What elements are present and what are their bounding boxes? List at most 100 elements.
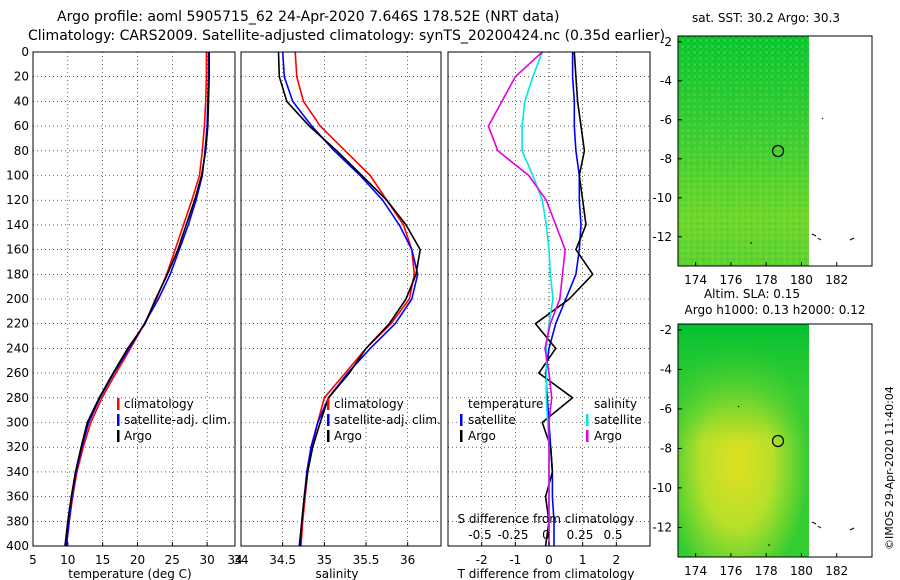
depth-tick-label: 360	[6, 490, 29, 504]
legend-t-argo-label: Argo	[468, 429, 496, 443]
sla-map-frame	[677, 323, 873, 558]
lon-tick-label: 182	[825, 273, 848, 287]
salinity-plot-frame	[240, 51, 442, 547]
temperature-series	[64, 52, 210, 547]
lat-tick-label: -8	[660, 152, 672, 166]
lon-tick-label: 176	[719, 564, 742, 578]
depth-tick-label: 140	[6, 218, 29, 232]
island-coastlines	[737, 405, 855, 546]
sst-map-frame	[677, 35, 873, 267]
sst-lat-ticks: -2 -4 -6 -8 -10 -12	[652, 35, 682, 244]
salinity-axis-label: salinity	[315, 567, 358, 580]
series-line-temperature-satellite	[544, 52, 582, 546]
depth-tick-label: 280	[6, 391, 29, 405]
lon-tick-label: 174	[684, 564, 707, 578]
salinity-panel: 34 34.5 35 35.5 36 salinity climatology sate…	[233, 51, 442, 580]
temperature-plot-frame	[32, 51, 236, 547]
sst-heatmap-texture	[678, 36, 809, 266]
x-tick-label: 5	[29, 553, 37, 567]
depth-tick-label: 20	[14, 70, 29, 84]
lat-tick-label: -12	[652, 520, 672, 534]
depth-tick-label: 340	[6, 465, 29, 479]
legend-argo-swatch	[327, 430, 330, 442]
salinity-grid	[241, 52, 441, 546]
lon-tick-label: 180	[790, 273, 813, 287]
lon-tick-label: 176	[719, 273, 742, 287]
legend-satellite-swatch	[117, 414, 120, 426]
depth-tick-label: 180	[6, 267, 29, 281]
temperature-axis-ticks: 5 10 15 20 25 30 34	[29, 542, 243, 567]
s-diff-tick: -0.25	[497, 528, 528, 542]
legend-s-satellite-swatch	[586, 414, 589, 426]
sst-lon-ticks: 174 176 178 180 182	[684, 262, 848, 287]
depth-tick-label: 220	[6, 317, 29, 331]
depth-tick-label: 200	[6, 292, 29, 306]
argo-location-marker	[771, 434, 785, 448]
depth-tick-label: 160	[6, 243, 29, 257]
depth-tick-label: 380	[6, 514, 29, 528]
legend-argo-label: Argo	[334, 429, 362, 443]
x-tick-label: 36	[400, 553, 415, 567]
lat-tick-label: -10	[652, 481, 672, 495]
lat-tick-label: -6	[660, 113, 672, 127]
x-tick-label: 34	[233, 553, 248, 567]
salinity-series	[277, 51, 422, 547]
depth-tick-label: 40	[14, 94, 29, 108]
lon-tick-label: 178	[755, 564, 778, 578]
legend-s-argo-swatch	[586, 430, 589, 442]
legend-satellite-label: satellite-adj. clim.	[124, 413, 231, 427]
argo-location-marker	[771, 144, 785, 158]
difference-panel: -2 -1 0 1 2 T difference from climatology S …	[447, 51, 651, 580]
legend-s-satellite-label: satellite	[594, 413, 642, 427]
depth-tick-label: 400	[6, 539, 29, 553]
s-diff-tick: 0.25	[567, 528, 594, 542]
sla-heatmap-gradient	[678, 324, 809, 557]
island-coastlines	[750, 117, 855, 244]
depth-axis-ticks: 0 20 40 60 80 100 120 140 160 180 200 220 240 260 280 3…	[6, 45, 29, 553]
x-tick-label: 1	[579, 553, 587, 567]
depth-tick-label: 80	[14, 144, 29, 158]
legend-climatology-label: climatology	[124, 397, 194, 411]
x-tick-label: 34.5	[269, 553, 296, 567]
legend-t-argo-swatch	[460, 430, 463, 442]
lon-tick-label: 182	[825, 564, 848, 578]
lat-tick-label: -2	[660, 35, 672, 49]
legend-t-satellite-label: satellite	[468, 413, 516, 427]
x-tick-label: 2	[613, 553, 621, 567]
depth-tick-label: 320	[6, 440, 29, 454]
x-tick-label: 30	[199, 553, 214, 567]
depth-tick-label: 240	[6, 341, 29, 355]
sst-map-panel: sat. SST: 30.2 Argo: 30.3 -2 -4 -6 -8 -10 -12…	[652, 11, 873, 287]
depth-tick-label: 100	[6, 169, 29, 183]
s-diff-tick: -0.5	[468, 528, 491, 542]
sla-map-subtitle: Argo h1000: 0.13 h2000: 0.12	[685, 303, 866, 317]
legend-salinity-title: salinity	[594, 397, 637, 411]
sla-lat-ticks: -2 -4 -6 -8 -10 -12	[652, 323, 682, 534]
depth-tick-label: 260	[6, 366, 29, 380]
s-diff-tick: 0.5	[603, 528, 622, 542]
sla-lon-ticks: 174 176 178 180 182	[684, 553, 848, 578]
x-tick-label: 25	[165, 553, 180, 567]
x-tick-label: 20	[130, 553, 145, 567]
t-difference-axis-label: T difference from climatology	[457, 567, 635, 580]
legend-t-satellite-swatch	[460, 414, 463, 426]
depth-tick-label: 60	[14, 119, 29, 133]
sla-map-title: Altim. SLA: 0.15	[704, 287, 800, 301]
depth-tick-label: 300	[6, 416, 29, 430]
x-tick-label: 35.5	[353, 553, 380, 567]
lon-tick-label: 174	[684, 273, 707, 287]
legend-temperature-title: temperature	[468, 397, 543, 411]
legend-s-argo-label: Argo	[594, 429, 622, 443]
legend-climatology-swatch	[327, 398, 330, 410]
temperature-grid	[33, 52, 235, 546]
s-diff-tick: 0	[542, 528, 550, 542]
x-tick-label: 0	[545, 553, 553, 567]
lon-tick-label: 178	[755, 273, 778, 287]
x-tick-label: 15	[95, 553, 110, 567]
x-tick-label: -1	[509, 553, 521, 567]
x-tick-label: -2	[476, 553, 488, 567]
sst-map-title: sat. SST: 30.2 Argo: 30.3	[692, 11, 840, 25]
lat-tick-label: -4	[660, 362, 672, 376]
x-tick-label: 35	[317, 553, 332, 567]
